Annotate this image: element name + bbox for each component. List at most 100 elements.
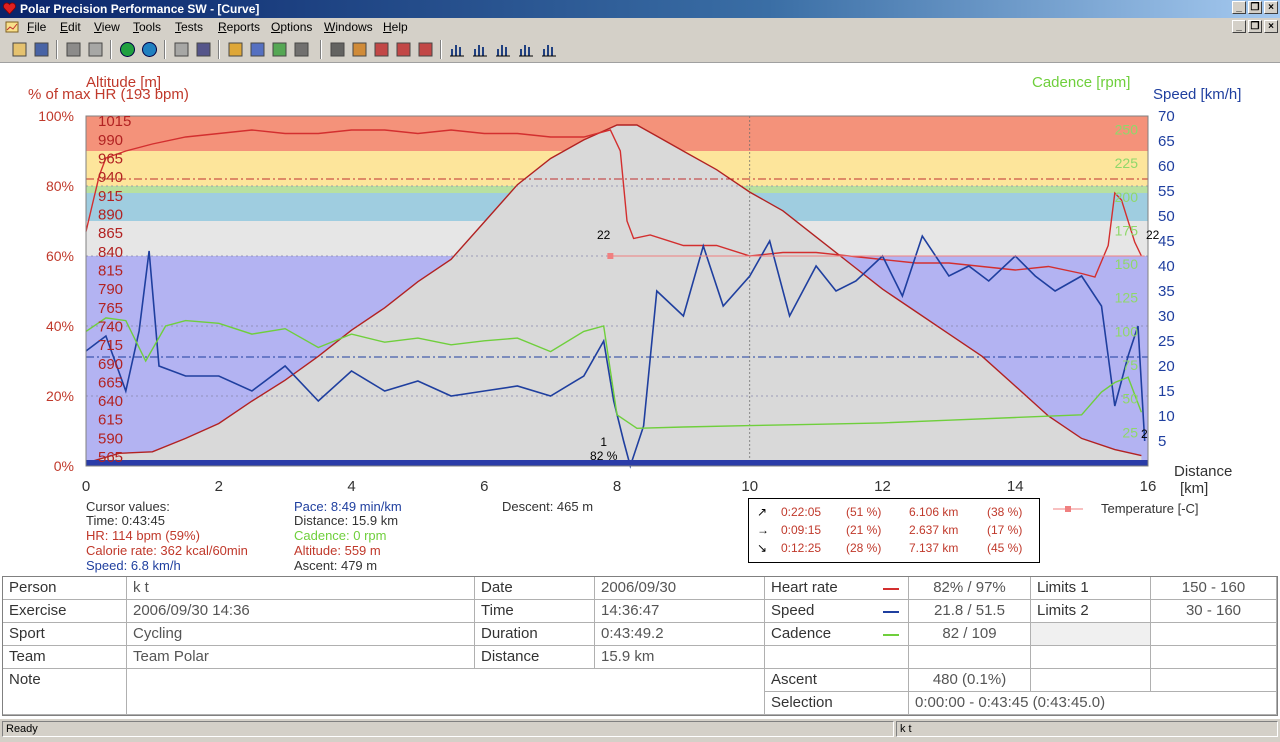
marker-label-22-end: 22 xyxy=(1146,228,1160,242)
bar-chart-icon[interactable] xyxy=(248,40,267,59)
distance-tick-label: 0 xyxy=(82,478,90,495)
team-label: Team xyxy=(3,646,127,669)
altitude-tick-label: 790 xyxy=(98,281,123,298)
exercise-info-grid: Person k t Exercise 2006/09/30 14:36 Spo… xyxy=(2,576,1278,716)
cursor-descent: Descent: 465 m xyxy=(502,499,594,514)
speed-tick-label: 30 xyxy=(1158,308,1175,325)
menu-reports[interactable]: Reports xyxy=(218,20,261,34)
limits1-value: 150 - 160 xyxy=(1151,577,1277,600)
print-icon[interactable] xyxy=(64,40,83,59)
altitude-tick-label: 740 xyxy=(98,318,123,335)
report-4-icon[interactable] xyxy=(517,40,536,59)
exchange-icon[interactable] xyxy=(416,40,435,59)
empty-cell-8 xyxy=(1151,669,1277,692)
speed-tick-label: 35 xyxy=(1158,283,1175,300)
report-1-icon[interactable] xyxy=(448,40,467,59)
altitude-tick-label: 890 xyxy=(98,207,123,224)
menu-options[interactable]: Options xyxy=(271,20,313,34)
time-value[interactable]: 14:36:47 xyxy=(595,600,765,623)
cadence-value: 82 / 109 xyxy=(909,623,1031,646)
menu-file[interactable]: File xyxy=(27,20,47,34)
speed-tick-label: 15 xyxy=(1158,383,1175,400)
save-icon[interactable] xyxy=(32,40,51,59)
report-5-icon[interactable] xyxy=(540,40,559,59)
globe-icon[interactable] xyxy=(140,40,159,59)
selection-flat-dist: 2.637 km xyxy=(909,523,959,537)
mdi-restore-button[interactable]: ❐ xyxy=(1248,20,1262,33)
selection-flat-time: 0:09:15 xyxy=(781,523,822,537)
refresh-icon[interactable] xyxy=(118,40,137,59)
percent-chart-icon[interactable] xyxy=(270,40,289,59)
restore-button[interactable]: ❐ xyxy=(1248,1,1262,14)
limits1-label: Limits 1 xyxy=(1031,577,1151,600)
menu-edit[interactable]: Edit xyxy=(60,20,81,34)
speed-label-text: Speed xyxy=(771,602,815,619)
mdi-close-button[interactable]: × xyxy=(1264,20,1278,33)
selection-label: Selection xyxy=(765,692,909,715)
altitude-zoom-icon[interactable] xyxy=(350,40,369,59)
toolbar-separator xyxy=(164,40,166,59)
toolbar xyxy=(0,37,1280,63)
minimize-button[interactable]: _ xyxy=(1232,1,1246,14)
person-value[interactable]: k t xyxy=(127,577,475,600)
report-2-icon[interactable] xyxy=(471,40,490,59)
menu-view[interactable]: View xyxy=(94,20,120,34)
altitude-tick-label: 765 xyxy=(98,300,123,317)
selection-row-down: ↘ 0:12:25 (28 %) 7.137 km (45 %) xyxy=(749,541,1039,559)
altitude-line xyxy=(85,124,1142,464)
altitude-tick-label: 640 xyxy=(98,393,123,410)
distance-value: 15.9 km xyxy=(595,646,765,669)
menu-windows[interactable]: Windows xyxy=(324,20,373,34)
selection-up-time: 0:22:05 xyxy=(781,505,822,519)
date-value[interactable]: 2006/09/30 xyxy=(595,577,765,600)
cadence-color-swatch xyxy=(883,634,899,636)
cursor-speed: Speed: 6.8 km/h xyxy=(86,558,181,573)
selection-value: 0:00:00 - 0:43:45 (0:43:45.0) xyxy=(909,692,1277,715)
marker-label-22-start: 22 xyxy=(597,228,611,242)
distance-tick-label: 10 xyxy=(741,478,758,495)
sport-value[interactable]: Cycling xyxy=(127,623,475,646)
altitude-tick-label: 815 xyxy=(98,262,123,279)
exercise-value[interactable]: 2006/09/30 14:36 xyxy=(127,600,475,623)
cadence-tick-label: 225 xyxy=(1115,155,1139,171)
hr-pct-tick-label: 40% xyxy=(46,318,74,334)
altitude-tick-label: 865 xyxy=(98,225,123,242)
speed-color-swatch xyxy=(883,611,899,613)
note-value[interactable] xyxy=(127,669,765,715)
close-button[interactable]: × xyxy=(1264,1,1278,14)
marker-icon[interactable] xyxy=(372,40,391,59)
ascending-arrow-icon: ↗ xyxy=(757,505,768,519)
table-icon[interactable] xyxy=(292,40,311,59)
menu-help[interactable]: Help xyxy=(383,20,408,34)
altitude-tick-label: 965 xyxy=(98,151,123,168)
hr-label: Heart rate xyxy=(765,577,909,600)
report-3-icon[interactable] xyxy=(494,40,513,59)
book-icon[interactable] xyxy=(194,40,213,59)
team-value[interactable]: Team Polar xyxy=(127,646,475,669)
exercise-label: Exercise xyxy=(3,600,127,623)
cursor-pace: Pace: 8:49 min/km xyxy=(294,499,402,514)
open-icon[interactable] xyxy=(10,40,29,59)
selection-flat-time-pct: (21 %) xyxy=(846,523,882,537)
zoom-icon[interactable] xyxy=(328,40,347,59)
speed-tick-label: 10 xyxy=(1158,408,1175,425)
toolbar-separator xyxy=(320,40,322,59)
time-label: Time xyxy=(475,600,595,623)
polar-heart-icon xyxy=(3,2,16,15)
altitude-tick-label: 1015 xyxy=(98,113,131,130)
distance-axis-unit: [km] xyxy=(1180,480,1209,497)
menu-tools[interactable]: Tools xyxy=(133,20,162,34)
curve-chart[interactable]: 100%80%60%40%20%0%1015990965940915890865… xyxy=(0,63,1280,575)
hr-value: 82% / 97% xyxy=(909,577,1031,600)
speed-value: 21.8 / 51.5 xyxy=(909,600,1031,623)
print-preview-icon[interactable] xyxy=(86,40,105,59)
calendar-icon[interactable] xyxy=(172,40,191,59)
cursor-distance: Distance: 15.9 km xyxy=(294,513,399,528)
note-label: Note xyxy=(3,669,127,715)
compare-icon[interactable] xyxy=(394,40,413,59)
status-bar: Ready k t xyxy=(0,719,1280,742)
curve-icon[interactable] xyxy=(226,40,245,59)
mdi-minimize-button[interactable]: _ xyxy=(1232,20,1246,33)
distance-tick-label: 8 xyxy=(613,478,621,495)
menu-tests[interactable]: Tests xyxy=(175,20,204,34)
